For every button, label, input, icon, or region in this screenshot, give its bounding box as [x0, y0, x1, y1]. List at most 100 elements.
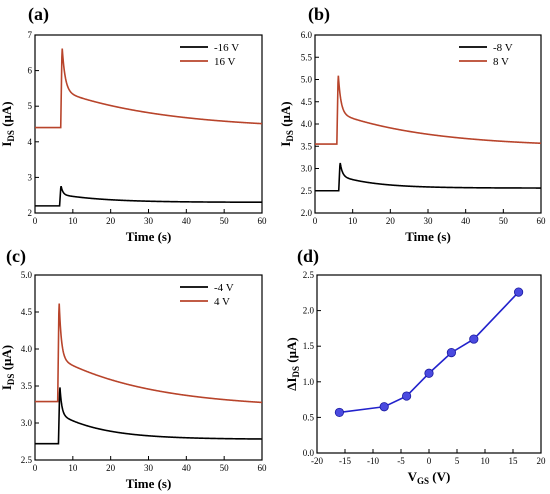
- series-line: [339, 291, 520, 414]
- data-point: [334, 407, 344, 418]
- data-point: [513, 287, 524, 297]
- x-tick-label: 60: [537, 216, 547, 226]
- x-tick-label: 10: [348, 216, 358, 226]
- y-axis-label-tail: (μA): [0, 345, 14, 374]
- x-tick-label: 15: [509, 456, 519, 466]
- x-tick-label: 30: [144, 216, 154, 226]
- x-tick-label: 0: [33, 463, 38, 473]
- y-tick-label: 4: [28, 137, 33, 147]
- x-tick-label: 50: [499, 216, 509, 226]
- legend-label: 8 V: [493, 56, 509, 68]
- legend-label: -16 V: [214, 42, 239, 54]
- x-axis-label: Time (s): [126, 476, 172, 491]
- plot-frame: [316, 274, 542, 454]
- x-axis-label: Time (s): [126, 229, 172, 244]
- data-point: [446, 348, 456, 358]
- series-line-2: [35, 303, 263, 404]
- y-tick-label: 0.5: [303, 412, 315, 422]
- y-tick-label: 1.0: [303, 377, 315, 387]
- y-tick-label: 3: [28, 172, 33, 182]
- y-tick-label: 7: [28, 30, 33, 40]
- y-tick-label: 0.0: [303, 448, 315, 458]
- y-tick-label: 5.5: [301, 52, 313, 62]
- y-axis-label-sub: DS: [6, 374, 16, 386]
- x-tick-label: 5: [455, 456, 460, 466]
- y-axis-label-tail: (μA): [284, 337, 299, 366]
- y-axis-label-sub: DS: [291, 366, 301, 378]
- x-tick-label: 10: [68, 216, 78, 226]
- x-tick-label: -20: [311, 456, 323, 466]
- legend-label: 16 V: [214, 56, 236, 68]
- legend-label: 4 V: [214, 296, 230, 308]
- y-axis-label-sub: DS: [6, 130, 16, 142]
- y-tick-label: 6: [28, 66, 33, 76]
- y-tick-label: 4.0: [21, 344, 33, 354]
- chart-panel-2: (b) 0 10 20 30 40 50 60 2.0 2.5 3.0 3.5 4.0 4.5 5.0 5.5…: [278, 4, 546, 244]
- x-tick-label: 10: [481, 456, 491, 466]
- y-tick-label: 3.0: [21, 418, 33, 428]
- y-axis-label-tail: (μA): [278, 101, 293, 130]
- series-line-1: [35, 387, 262, 445]
- x-tick-label: 10: [68, 463, 78, 473]
- x-tick-label: 50: [220, 463, 230, 473]
- data-point: [401, 391, 412, 401]
- y-axis-label-tail: (μA): [0, 101, 14, 130]
- x-tick-label: 20: [106, 216, 116, 226]
- data-point: [379, 402, 389, 412]
- legend-label: -4 V: [214, 282, 234, 294]
- x-tick-label: 0: [427, 456, 432, 466]
- y-tick-label: 2.0: [301, 208, 313, 218]
- y-tick-label: 5.0: [301, 75, 313, 85]
- y-axis-label-main: I: [278, 142, 293, 147]
- panel-label: (c): [6, 246, 26, 267]
- x-tick-label: 50: [220, 216, 230, 226]
- y-tick-label: 2.0: [303, 306, 315, 316]
- y-tick-label: 1.5: [303, 341, 315, 351]
- y-tick-label: 6.0: [301, 30, 313, 40]
- data-point: [424, 368, 434, 378]
- x-tick-label: -5: [397, 456, 405, 466]
- x-tick-label: 30: [424, 216, 434, 226]
- chart-panel-1: (a) 0 10 20 30 40 50 60 2 3 4 5 6 7 Time (s) IDS (μA) -1…: [0, 4, 267, 244]
- legend-label: -8 V: [493, 42, 513, 54]
- chart-panel-3: (c) 0 10 20 30 40 50 60 2.5 3.0 3.5 4.0 4.5 5.0 Time (…: [0, 246, 267, 491]
- x-axis-label: VGS (V): [408, 469, 451, 486]
- y-axis-label-main: ΔI: [284, 377, 299, 390]
- y-axis-label-main: I: [0, 385, 14, 390]
- y-tick-label: 5: [28, 101, 33, 111]
- y-tick-label: 4.5: [301, 97, 313, 107]
- x-tick-label: -10: [367, 456, 379, 466]
- y-tick-label: 2: [28, 208, 33, 218]
- x-tick-label: 40: [182, 463, 192, 473]
- y-axis-label: IDS (μA): [278, 101, 295, 146]
- x-tick-label: 60: [258, 216, 268, 226]
- series-line-2: [35, 48, 263, 129]
- y-tick-label: 3.5: [21, 381, 33, 391]
- x-tick-label: 0: [33, 216, 38, 226]
- series-line-2: [315, 75, 542, 145]
- y-tick-label: 3.0: [301, 164, 313, 174]
- y-axis-label-sub: DS: [285, 130, 295, 142]
- y-tick-label: 4.5: [21, 307, 33, 317]
- y-tick-label: 2.5: [21, 455, 33, 465]
- x-tick-label: 40: [182, 216, 192, 226]
- y-tick-label: 2.5: [301, 186, 313, 196]
- x-tick-label: 60: [258, 463, 268, 473]
- y-tick-label: 2.5: [303, 270, 315, 280]
- panel-label: (d): [297, 246, 319, 267]
- x-axis-label-sub: GS: [417, 476, 429, 486]
- chart-panel-4: (d) -20 -15 -10 -5 0 5 10 15 20 0.0 0.5 1.0 1.5 2.0 2.5…: [284, 246, 546, 486]
- data-point: [469, 334, 479, 344]
- y-axis-label: IDS (μA): [0, 345, 16, 390]
- y-axis-label: ΔIDS (μA): [284, 337, 301, 390]
- y-tick-label: 3.5: [301, 141, 313, 151]
- series-line-1: [35, 185, 262, 207]
- x-tick-label: 20: [386, 216, 396, 226]
- x-axis-label-main: V: [408, 469, 418, 484]
- x-tick-label: -15: [339, 456, 351, 466]
- x-tick-label: 20: [106, 463, 116, 473]
- y-tick-label: 5.0: [21, 270, 33, 280]
- series-line-1: [315, 162, 541, 192]
- y-axis-label-main: I: [0, 142, 14, 147]
